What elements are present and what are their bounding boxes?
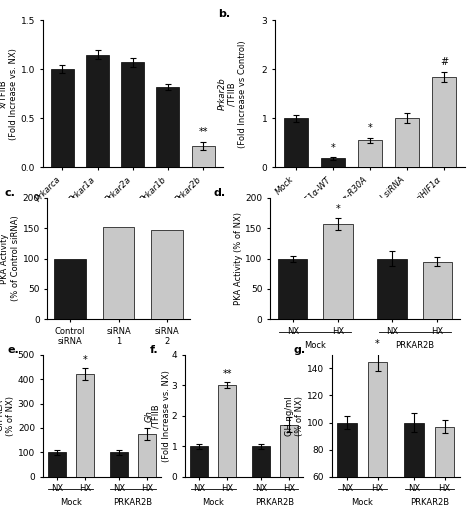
Bar xyxy=(109,452,128,477)
Text: PRKAR2B: PRKAR2B xyxy=(113,498,153,507)
Bar xyxy=(432,77,456,167)
Text: *: * xyxy=(336,204,340,214)
Bar xyxy=(47,452,66,477)
Bar xyxy=(252,446,270,477)
Text: #: # xyxy=(440,57,448,67)
Text: PRKAR2B: PRKAR2B xyxy=(395,341,434,350)
Text: f.: f. xyxy=(149,345,158,355)
Text: e.: e. xyxy=(7,345,19,355)
Bar xyxy=(218,385,237,477)
Bar xyxy=(283,118,308,167)
Bar xyxy=(76,374,94,477)
Y-axis label: PKA Activity (% of NX): PKA Activity (% of NX) xyxy=(234,212,243,305)
Text: Mock: Mock xyxy=(202,498,224,507)
Text: *: * xyxy=(82,354,87,365)
Bar xyxy=(54,259,86,319)
Bar xyxy=(422,262,452,319)
Text: PRKAR2B: PRKAR2B xyxy=(255,498,295,507)
Bar xyxy=(435,426,455,507)
Bar xyxy=(395,118,419,167)
Text: g.: g. xyxy=(293,345,306,355)
Text: Mock: Mock xyxy=(351,498,373,507)
Text: *: * xyxy=(330,142,335,153)
Bar xyxy=(368,361,387,507)
Bar xyxy=(404,422,424,507)
Bar xyxy=(151,230,183,319)
Bar xyxy=(358,140,382,167)
Text: Gh: Gh xyxy=(145,410,154,422)
Text: Mock: Mock xyxy=(304,341,326,350)
Text: *: * xyxy=(375,339,380,348)
Text: Mock: Mock xyxy=(60,498,82,507)
Text: c.: c. xyxy=(5,188,16,198)
Bar xyxy=(190,446,208,477)
Text: /TFIIB
(Fold Increase vs Control): /TFIIB (Fold Increase vs Control) xyxy=(228,40,246,148)
Text: Prkar2b: Prkar2b xyxy=(218,78,226,110)
Y-axis label: GH ng/ml
(% of NX): GH ng/ml (% of NX) xyxy=(285,396,304,436)
Text: **: ** xyxy=(222,369,232,379)
Y-axis label: Gh RLA
(% of NX): Gh RLA (% of NX) xyxy=(0,396,15,436)
Text: *: * xyxy=(367,124,372,133)
Bar xyxy=(86,55,109,167)
Text: d.: d. xyxy=(213,188,226,198)
Text: **: ** xyxy=(199,127,208,137)
Bar xyxy=(320,159,345,167)
Bar xyxy=(121,62,144,167)
Bar xyxy=(323,224,353,319)
Y-axis label: PKA Activity
(% of Control siRNA): PKA Activity (% of Control siRNA) xyxy=(0,215,20,302)
Bar xyxy=(278,259,308,319)
Text: b.: b. xyxy=(218,9,230,19)
Bar xyxy=(103,227,134,319)
Bar xyxy=(377,259,407,319)
Bar xyxy=(138,434,156,477)
Bar xyxy=(51,69,74,167)
Text: /TFIIB
(Fold Increase vs. NX): /TFIIB (Fold Increase vs. NX) xyxy=(152,370,171,462)
Y-axis label: x/TFIIB
(Fold Increase vs. NX): x/TFIIB (Fold Increase vs. NX) xyxy=(0,48,18,140)
Bar xyxy=(337,422,357,507)
Bar xyxy=(280,425,299,477)
Text: PRKAR2B: PRKAR2B xyxy=(410,498,449,507)
Bar xyxy=(191,146,215,167)
Bar xyxy=(156,87,179,167)
